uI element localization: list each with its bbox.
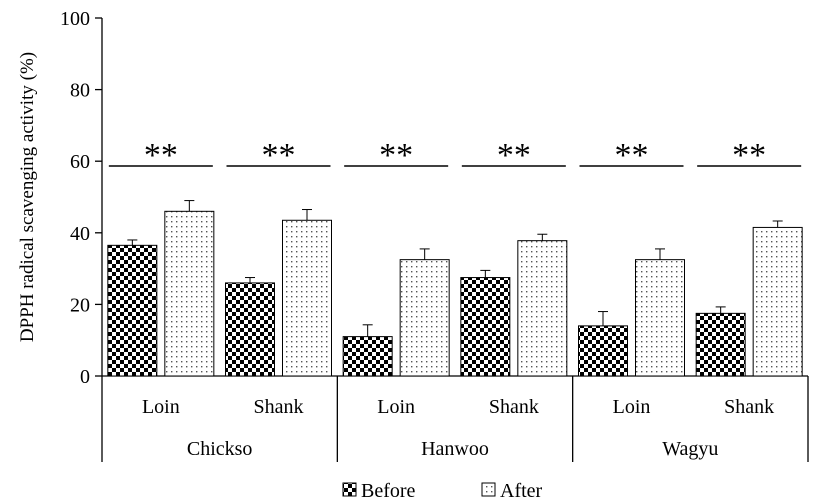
group-label: Chickso [187, 438, 253, 460]
y-tick-label: 40 [70, 223, 90, 245]
bar-after [635, 259, 685, 377]
bar-before [578, 325, 628, 377]
category-label: Shank [489, 396, 539, 418]
bar-before [695, 312, 746, 377]
bar-before [225, 282, 275, 377]
bar-after [282, 219, 332, 377]
legend-swatch-before [342, 482, 357, 497]
y-tick-label: 100 [60, 8, 90, 30]
significance-label: ** [262, 137, 296, 174]
significance-label: ** [732, 137, 766, 174]
group-label: Wagyu [662, 438, 718, 460]
legend-swatch-after [481, 482, 496, 497]
bar-before [107, 244, 158, 377]
group-label: Hanwoo [421, 438, 489, 460]
bar-after [164, 210, 215, 377]
significance-label: ** [144, 137, 178, 174]
category-label: Loin [142, 396, 180, 418]
significance-markers: ** ** ** ** ** ** [108, 137, 802, 174]
y-tick-label: 80 [70, 80, 90, 102]
significance-label: ** [379, 137, 413, 174]
significance-label: ** [497, 137, 531, 174]
significance-label: ** [615, 137, 649, 174]
legend: Before After [342, 480, 543, 501]
category-label: Loin [377, 396, 415, 418]
y-tick-label: 0 [80, 366, 90, 388]
bars [107, 200, 803, 377]
bar-after [752, 226, 803, 377]
category-label: Shank [254, 396, 304, 418]
y-axis-label: DPPH radical scavenging activity (%) [17, 52, 38, 342]
bar-before [342, 336, 393, 377]
y-axis: 0 20 40 60 80 100 [60, 8, 103, 388]
legend-label: Before [361, 480, 416, 501]
category-label: Loin [613, 396, 651, 418]
bar-before [460, 277, 511, 377]
bar-after [399, 259, 450, 377]
bar-after [517, 240, 568, 377]
y-tick-label: 20 [70, 294, 90, 316]
legend-label: After [500, 480, 543, 501]
category-label: Shank [724, 396, 774, 418]
y-tick-label: 60 [70, 151, 90, 173]
